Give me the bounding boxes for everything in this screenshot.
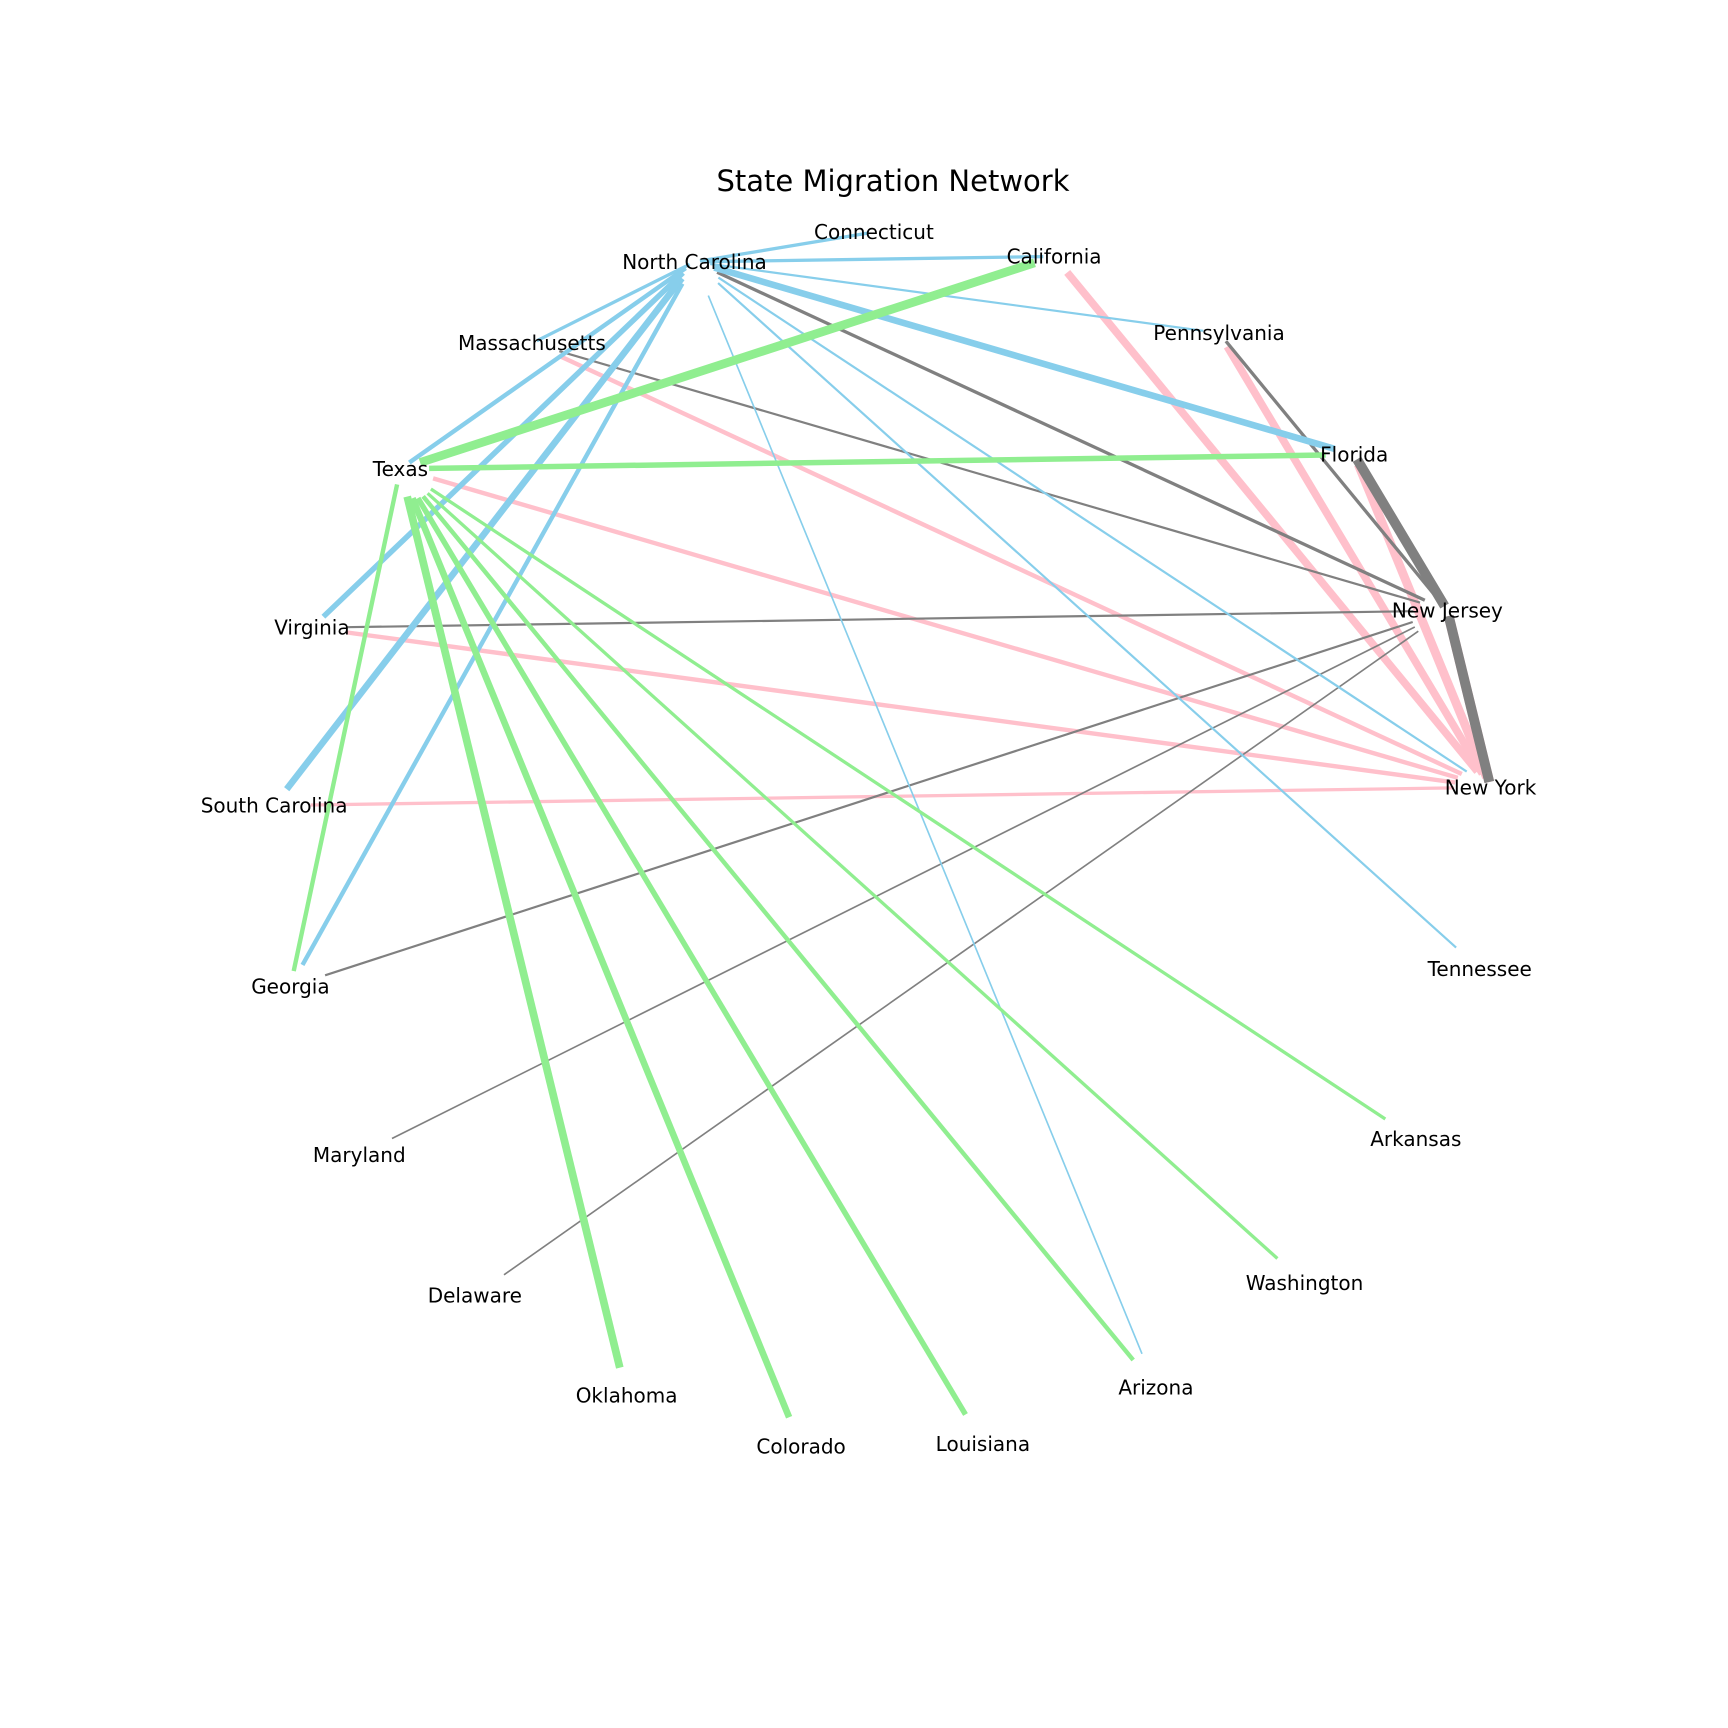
edge-new-jersey-to-maryland: [391, 626, 1416, 1140]
edge-new-york-to-california: [1064, 269, 1481, 774]
node-label-california: California: [1007, 245, 1102, 269]
node-label-texas: Texas: [372, 457, 428, 481]
edge-texas-to-louisiana: [415, 496, 968, 1416]
node-label-massachusetts: Massachusetts: [458, 331, 606, 355]
edge-layer: [284, 231, 1495, 1419]
edge-texas-to-colorado: [409, 496, 793, 1419]
edge-new-jersey-to-virginia: [345, 610, 1414, 629]
node-label-pennsylvania: Pennsylvania: [1153, 321, 1284, 345]
node-label-maryland: Maryland: [313, 1143, 406, 1167]
node-label-virginia: Virginia: [274, 616, 349, 640]
edge-north-carolina-to-texas: [408, 266, 687, 465]
edge-new-jersey-to-pennsylvania: [1224, 340, 1442, 604]
node-label-new-jersey: New Jersey: [1392, 599, 1503, 623]
chart-title: State Migration Network: [716, 164, 1069, 198]
edge-texas-to-florida: [429, 452, 1326, 472]
node-label-arkansas: Arkansas: [1370, 1127, 1461, 1151]
edge-texas-to-arkansas: [429, 487, 1387, 1121]
edge-texas-to-oklahoma: [403, 495, 624, 1369]
node-label-arizona: Arizona: [1118, 1376, 1193, 1400]
edge-north-carolina-to-tennessee: [717, 282, 1457, 949]
edge-north-carolina-to-connecticut: [699, 231, 869, 263]
edge-north-carolina-to-massachusetts: [536, 262, 691, 343]
node-label-washington: Washington: [1246, 1271, 1364, 1295]
edge-texas-to-arizona: [421, 495, 1135, 1362]
edge-new-jersey-to-delaware: [503, 630, 1419, 1276]
edge-new-york-to-florida: [1354, 462, 1491, 779]
node-label-tennessee: Tennessee: [1427, 957, 1532, 981]
node-label-louisiana: Louisiana: [936, 1432, 1030, 1456]
node-label-colorado: Colorado: [756, 1435, 845, 1459]
edge-new-york-to-texas: [432, 476, 1459, 780]
edge-new-york-to-massachusetts: [559, 354, 1463, 776]
edge-new-york-to-pennsylvania: [1223, 344, 1486, 776]
edge-new-jersey-to-new-york: [1443, 614, 1495, 784]
edge-new-york-to-virginia: [347, 630, 1456, 785]
node-label-delaware: Delaware: [428, 1283, 522, 1307]
edge-texas-to-california: [418, 258, 1036, 467]
node-label-connecticut: Connecticut: [814, 220, 934, 244]
node-label-layer: North Carolina Connecticut California Penns…: [201, 220, 1537, 1458]
edge-texas-to-georgia: [291, 483, 400, 972]
edge-new-jersey-to-north-carolina: [716, 270, 1426, 602]
edge-north-carolina-to-arizona: [707, 295, 1143, 1355]
edge-texas-to-washington: [426, 492, 1279, 1260]
node-label-south-carolina: South Carolina: [201, 794, 348, 818]
edge-north-carolina-to-pennsylvania: [710, 262, 1204, 332]
node-label-florida: Florida: [1320, 443, 1388, 467]
edge-north-carolina-to-new-york: [717, 276, 1468, 773]
node-label-oklahoma: Oklahoma: [576, 1384, 678, 1408]
edge-new-jersey-to-massachusetts: [558, 350, 1421, 604]
node-label-new-york: New York: [1445, 775, 1537, 799]
edge-new-york-to-south-carolina: [310, 786, 1455, 807]
edge-new-jersey-to-florida: [1352, 456, 1449, 609]
edge-north-carolina-to-virginia: [321, 270, 685, 619]
edge-north-carolina-to-florida: [713, 264, 1336, 452]
edge-north-carolina-to-california: [705, 254, 1044, 264]
node-label-north-carolina: North Carolina: [622, 250, 767, 274]
node-label-georgia: Georgia: [251, 975, 329, 999]
